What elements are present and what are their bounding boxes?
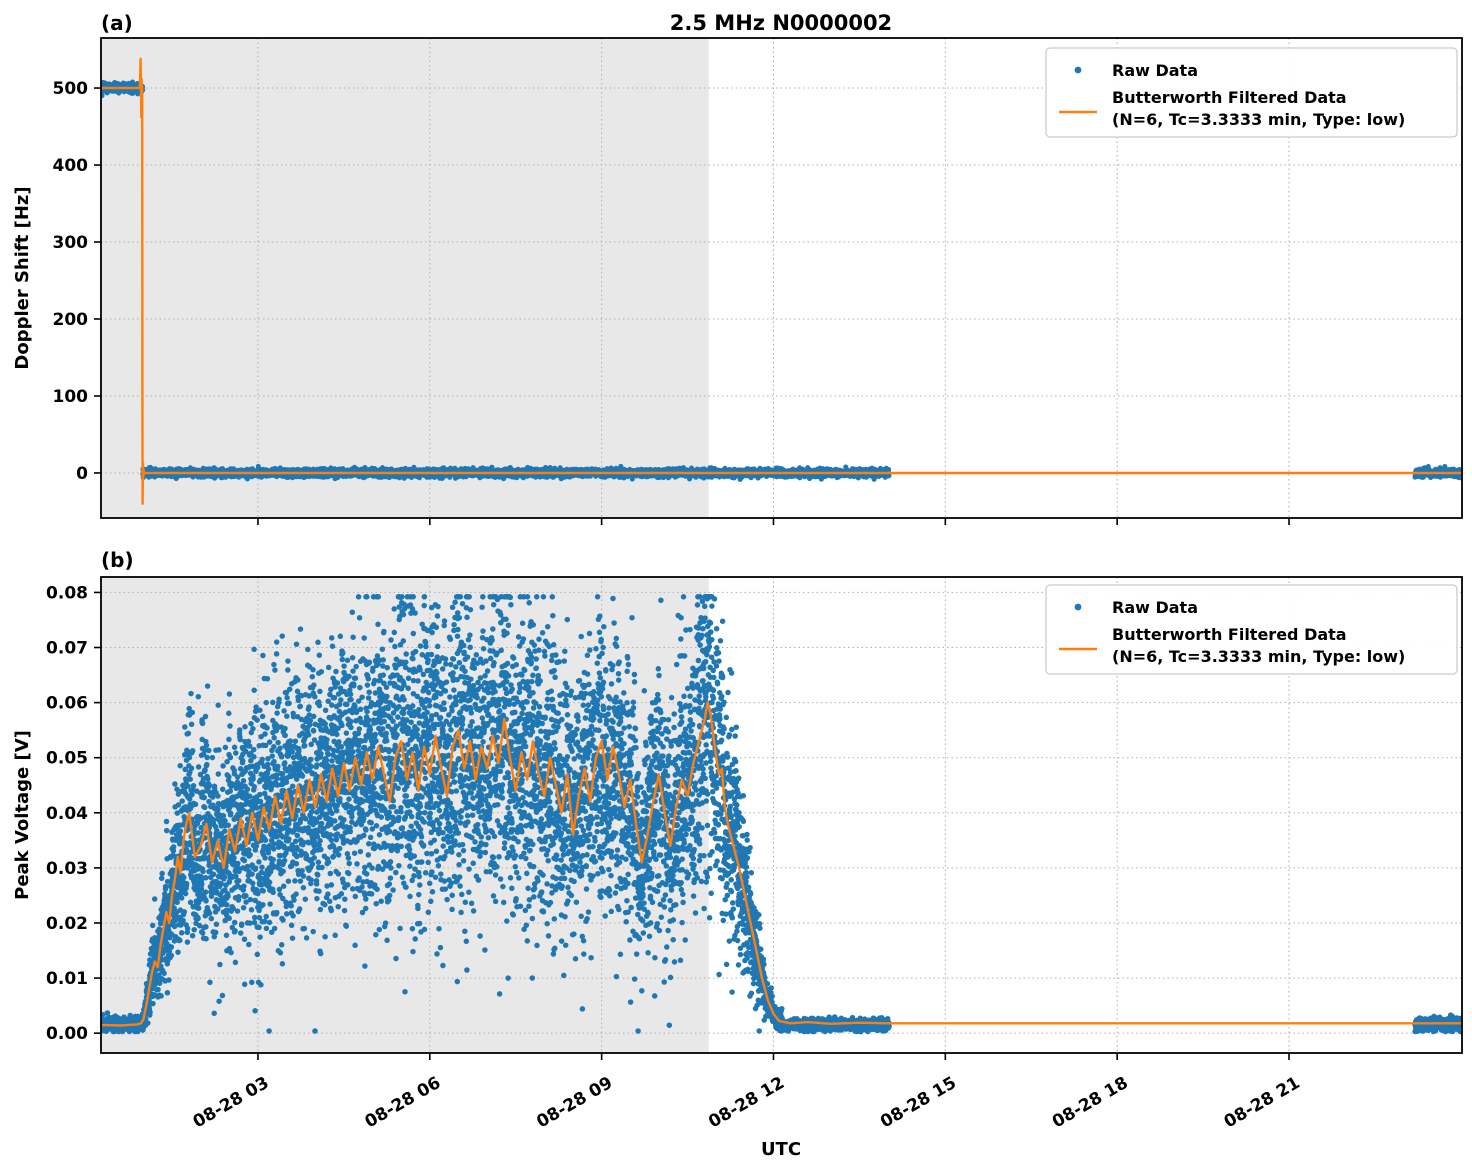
shaded-region [101,38,709,518]
raw-data-marker-icon [1074,66,1082,74]
x-tick-label: 08-28 06 [362,1073,445,1132]
y-tick-label: 0.08 [46,583,88,603]
legend-raw-label: Raw Data [1112,598,1198,617]
raw-data-marker-icon [1074,603,1082,611]
y-tick-label: 0.04 [46,804,88,824]
legend-box [1045,584,1458,675]
y-tick-label: 0.01 [46,969,88,989]
axes-frame [100,37,1463,519]
legend-filtered-label-line1: Butterworth Filtered Data [1112,88,1347,107]
legend-panel-a: Raw Data Butterworth Filtered Data (N=6,… [1045,47,1458,138]
y-tick-label: 300 [53,233,89,253]
axes-frame [100,576,1463,1054]
x-tick-label: 08-28 21 [1221,1073,1304,1132]
x-tick-label: 08-28 18 [1049,1073,1132,1132]
y-tick-label: 0.06 [46,694,88,714]
y-tick-label: 0.00 [46,1024,88,1044]
panel-b-tag: (b) [101,548,134,572]
legend-filtered-label-line2: (N=6, Tc=3.3333 min, Type: low) [1112,110,1405,129]
panel-a-ylabel: Doppler Shift [Hz] [12,186,33,369]
x-axis-label: UTC [761,1139,801,1160]
y-tick-label: 0 [76,464,88,484]
x-tick-label: 08-28 03 [190,1073,273,1132]
y-tick-label: 0.03 [46,859,88,879]
y-tick-label: 0.07 [46,639,88,659]
chart-title: 2.5 MHz N0000002 [670,11,892,35]
x-tick-label: 08-28 15 [877,1073,960,1132]
panel-a-tag: (a) [101,11,133,35]
legend-filtered-label-line2: (N=6, Tc=3.3333 min, Type: low) [1112,647,1405,666]
x-tick-label: 08-28 12 [705,1073,788,1132]
legend-raw-label: Raw Data [1112,61,1198,80]
legend-box [1045,47,1458,138]
legend-panel-b: Raw Data Butterworth Filtered Data (N=6,… [1045,584,1458,675]
y-tick-label: 500 [53,79,89,99]
butterworth-filtered-line [101,57,1462,505]
legend-filtered-label-line1: Butterworth Filtered Data [1112,625,1347,644]
butterworth-filtered-line [101,701,1462,1027]
y-tick-label: 0.02 [46,914,88,934]
y-tick-label: 0.05 [46,749,88,769]
panel-b-ylabel: Peak Voltage [V] [12,730,33,900]
y-tick-label: 200 [53,310,89,330]
y-tick-label: 100 [53,387,89,407]
x-tick-label: 08-28 09 [533,1073,616,1132]
y-tick-label: 400 [53,156,89,176]
